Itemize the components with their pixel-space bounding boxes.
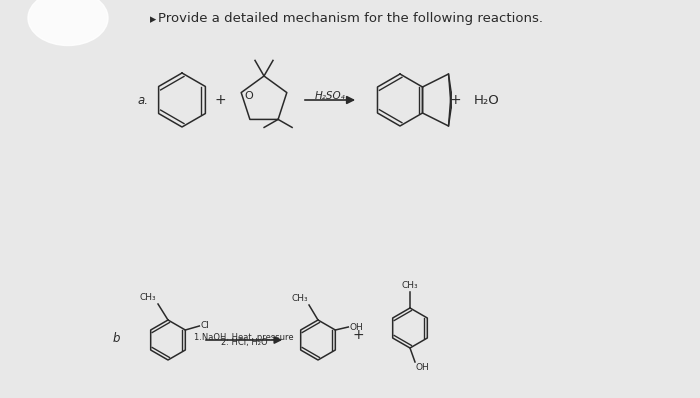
Text: CH₃: CH₃	[139, 293, 156, 302]
Text: CH₃: CH₃	[402, 281, 419, 290]
Text: Cl: Cl	[200, 322, 209, 330]
Text: ▸: ▸	[150, 13, 156, 26]
Text: +: +	[352, 328, 364, 342]
Text: +: +	[214, 93, 226, 107]
Text: Provide a detailed mechanism for the following reactions.: Provide a detailed mechanism for the fol…	[158, 12, 543, 25]
Text: a.: a.	[138, 94, 149, 107]
Text: 2. HCl, H₂O: 2. HCl, H₂O	[220, 338, 267, 347]
Text: H₂SO₄: H₂SO₄	[314, 91, 345, 101]
Text: b: b	[113, 332, 120, 345]
Text: OH: OH	[416, 363, 430, 372]
Ellipse shape	[28, 0, 108, 45]
Text: O: O	[244, 91, 253, 101]
Text: OH: OH	[349, 322, 363, 332]
Text: H₂O: H₂O	[474, 94, 500, 107]
Text: 1.NaOH, Heat, pressure: 1.NaOH, Heat, pressure	[194, 333, 294, 342]
Text: +: +	[449, 93, 461, 107]
Text: CH₃: CH₃	[291, 294, 308, 303]
